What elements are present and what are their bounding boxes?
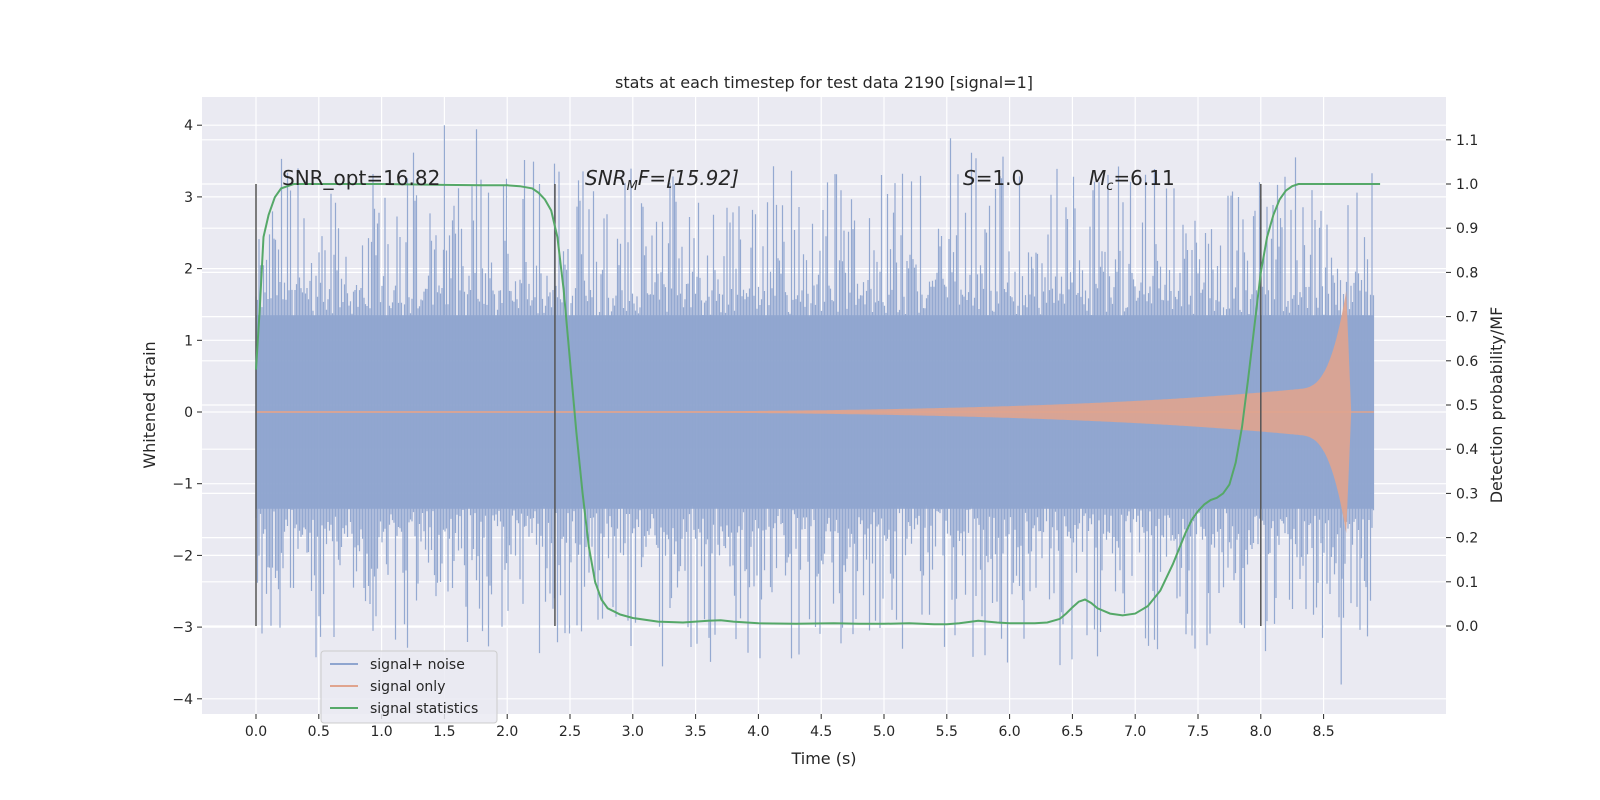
y-tick-label-2: 2	[184, 262, 193, 278]
x-tick-label-3.0: 3.0	[622, 724, 644, 740]
y2-tick-label-0.0: 0.0	[1456, 619, 1478, 635]
annotation-snr-mf: SNRMF=[15.92]	[585, 166, 739, 194]
mc-prefix: M	[1089, 166, 1106, 190]
x-tick-label-5.5: 5.5	[936, 724, 958, 740]
y2-tick-label-0.1: 0.1	[1456, 575, 1478, 591]
y2-tick-label-0.5: 0.5	[1456, 398, 1478, 414]
s-suffix: =1.0	[976, 166, 1025, 190]
y-tick-label-1: 1	[184, 333, 193, 349]
snr-mf-suffix: F=[15.92]	[638, 166, 739, 190]
y2-tick-label-0.4: 0.4	[1456, 442, 1478, 458]
y2-tick-label-0.6: 0.6	[1456, 354, 1478, 370]
x-tick-label-0.5: 0.5	[308, 724, 330, 740]
legend-label-noise: signal+ noise	[370, 657, 465, 673]
y2-tick-label-1.0: 1.0	[1456, 177, 1478, 193]
mc-suffix: =6.11	[1113, 166, 1174, 190]
x-tick-label-3.5: 3.5	[684, 724, 706, 740]
y2-axis-ticks: 1.1 1.0 0.9 0.8 0.7 0.6 0.5 0.4 0.3 0.2 0.1 0.0	[1446, 133, 1478, 635]
x-tick-label-2.0: 2.0	[496, 724, 518, 740]
y-tick-label--2: −2	[172, 548, 193, 564]
legend-box	[320, 650, 498, 724]
series-signal-statistics	[255, 183, 1381, 626]
x-tick-label-1.5: 1.5	[433, 724, 455, 740]
y-axis-label: Whitened strain	[140, 341, 159, 468]
x-tick-label-1.0: 1.0	[370, 724, 392, 740]
s-prefix: S	[963, 166, 976, 190]
y-tick-label-0: 0	[184, 405, 193, 421]
snr-mf-sub: M	[627, 179, 638, 194]
legend-label-stats: signal statistics	[370, 701, 478, 717]
y2-tick-label-0.7: 0.7	[1456, 310, 1478, 326]
series-signal-only	[256, 290, 1374, 534]
x-axis-label: Time (s)	[790, 749, 856, 768]
x-tick-label-7.5: 7.5	[1187, 724, 1209, 740]
annotation-mc: Mc=6.11	[1089, 166, 1175, 194]
y2-tick-label-1.1: 1.1	[1456, 133, 1478, 149]
x-tick-label-5.0: 5.0	[873, 724, 895, 740]
x-tick-label-6.0: 6.0	[998, 724, 1020, 740]
y-tick-label--1: −1	[172, 477, 193, 493]
y2-tick-label-0.2: 0.2	[1456, 531, 1478, 547]
y-tick-label-3: 3	[184, 190, 193, 206]
x-axis-ticks: 0.0 0.5 1.0 1.5 2.0 2.5 3.0 3.5 4.0 4.5 5.0 5.5 6.0 6…	[245, 714, 1335, 740]
x-tick-label-0.0: 0.0	[245, 724, 267, 740]
mc-sub: c	[1106, 179, 1113, 194]
legend-label-signal: signal only	[370, 679, 445, 695]
x-tick-label-8.5: 8.5	[1312, 724, 1334, 740]
x-tick-label-6.5: 6.5	[1061, 724, 1083, 740]
y-tick-label--4: −4	[172, 692, 193, 708]
y-tick-label-4: 4	[184, 118, 193, 134]
y-axis-ticks: 4 3 2 1 0 −1 −2 −3 −4	[172, 118, 202, 708]
y2-tick-label-0.3: 0.3	[1456, 486, 1478, 502]
annotation-snr-opt: SNR_opt=16.82	[282, 166, 440, 190]
statistics-line	[255, 183, 1381, 626]
vertical-markers	[255, 184, 1262, 626]
y2-tick-label-0.8: 0.8	[1456, 265, 1478, 281]
x-tick-label-7.0: 7.0	[1124, 724, 1146, 740]
x-tick-label-2.5: 2.5	[559, 724, 581, 740]
y-tick-label--3: −3	[172, 620, 193, 636]
snr-mf-prefix: SNR	[585, 166, 627, 190]
chart-title: stats at each timestep for test data 219…	[615, 73, 1033, 92]
x-tick-label-4.0: 4.0	[747, 724, 769, 740]
annotation-s: S=1.0	[963, 166, 1024, 190]
y2-axis-label: Detection probability/MF	[1487, 307, 1506, 504]
x-tick-label-4.5: 4.5	[810, 724, 832, 740]
y2-tick-label-0.9: 0.9	[1456, 221, 1478, 237]
legend: signal+ noise signal only signal statist…	[320, 650, 498, 724]
x-tick-label-8.0: 8.0	[1250, 724, 1272, 740]
